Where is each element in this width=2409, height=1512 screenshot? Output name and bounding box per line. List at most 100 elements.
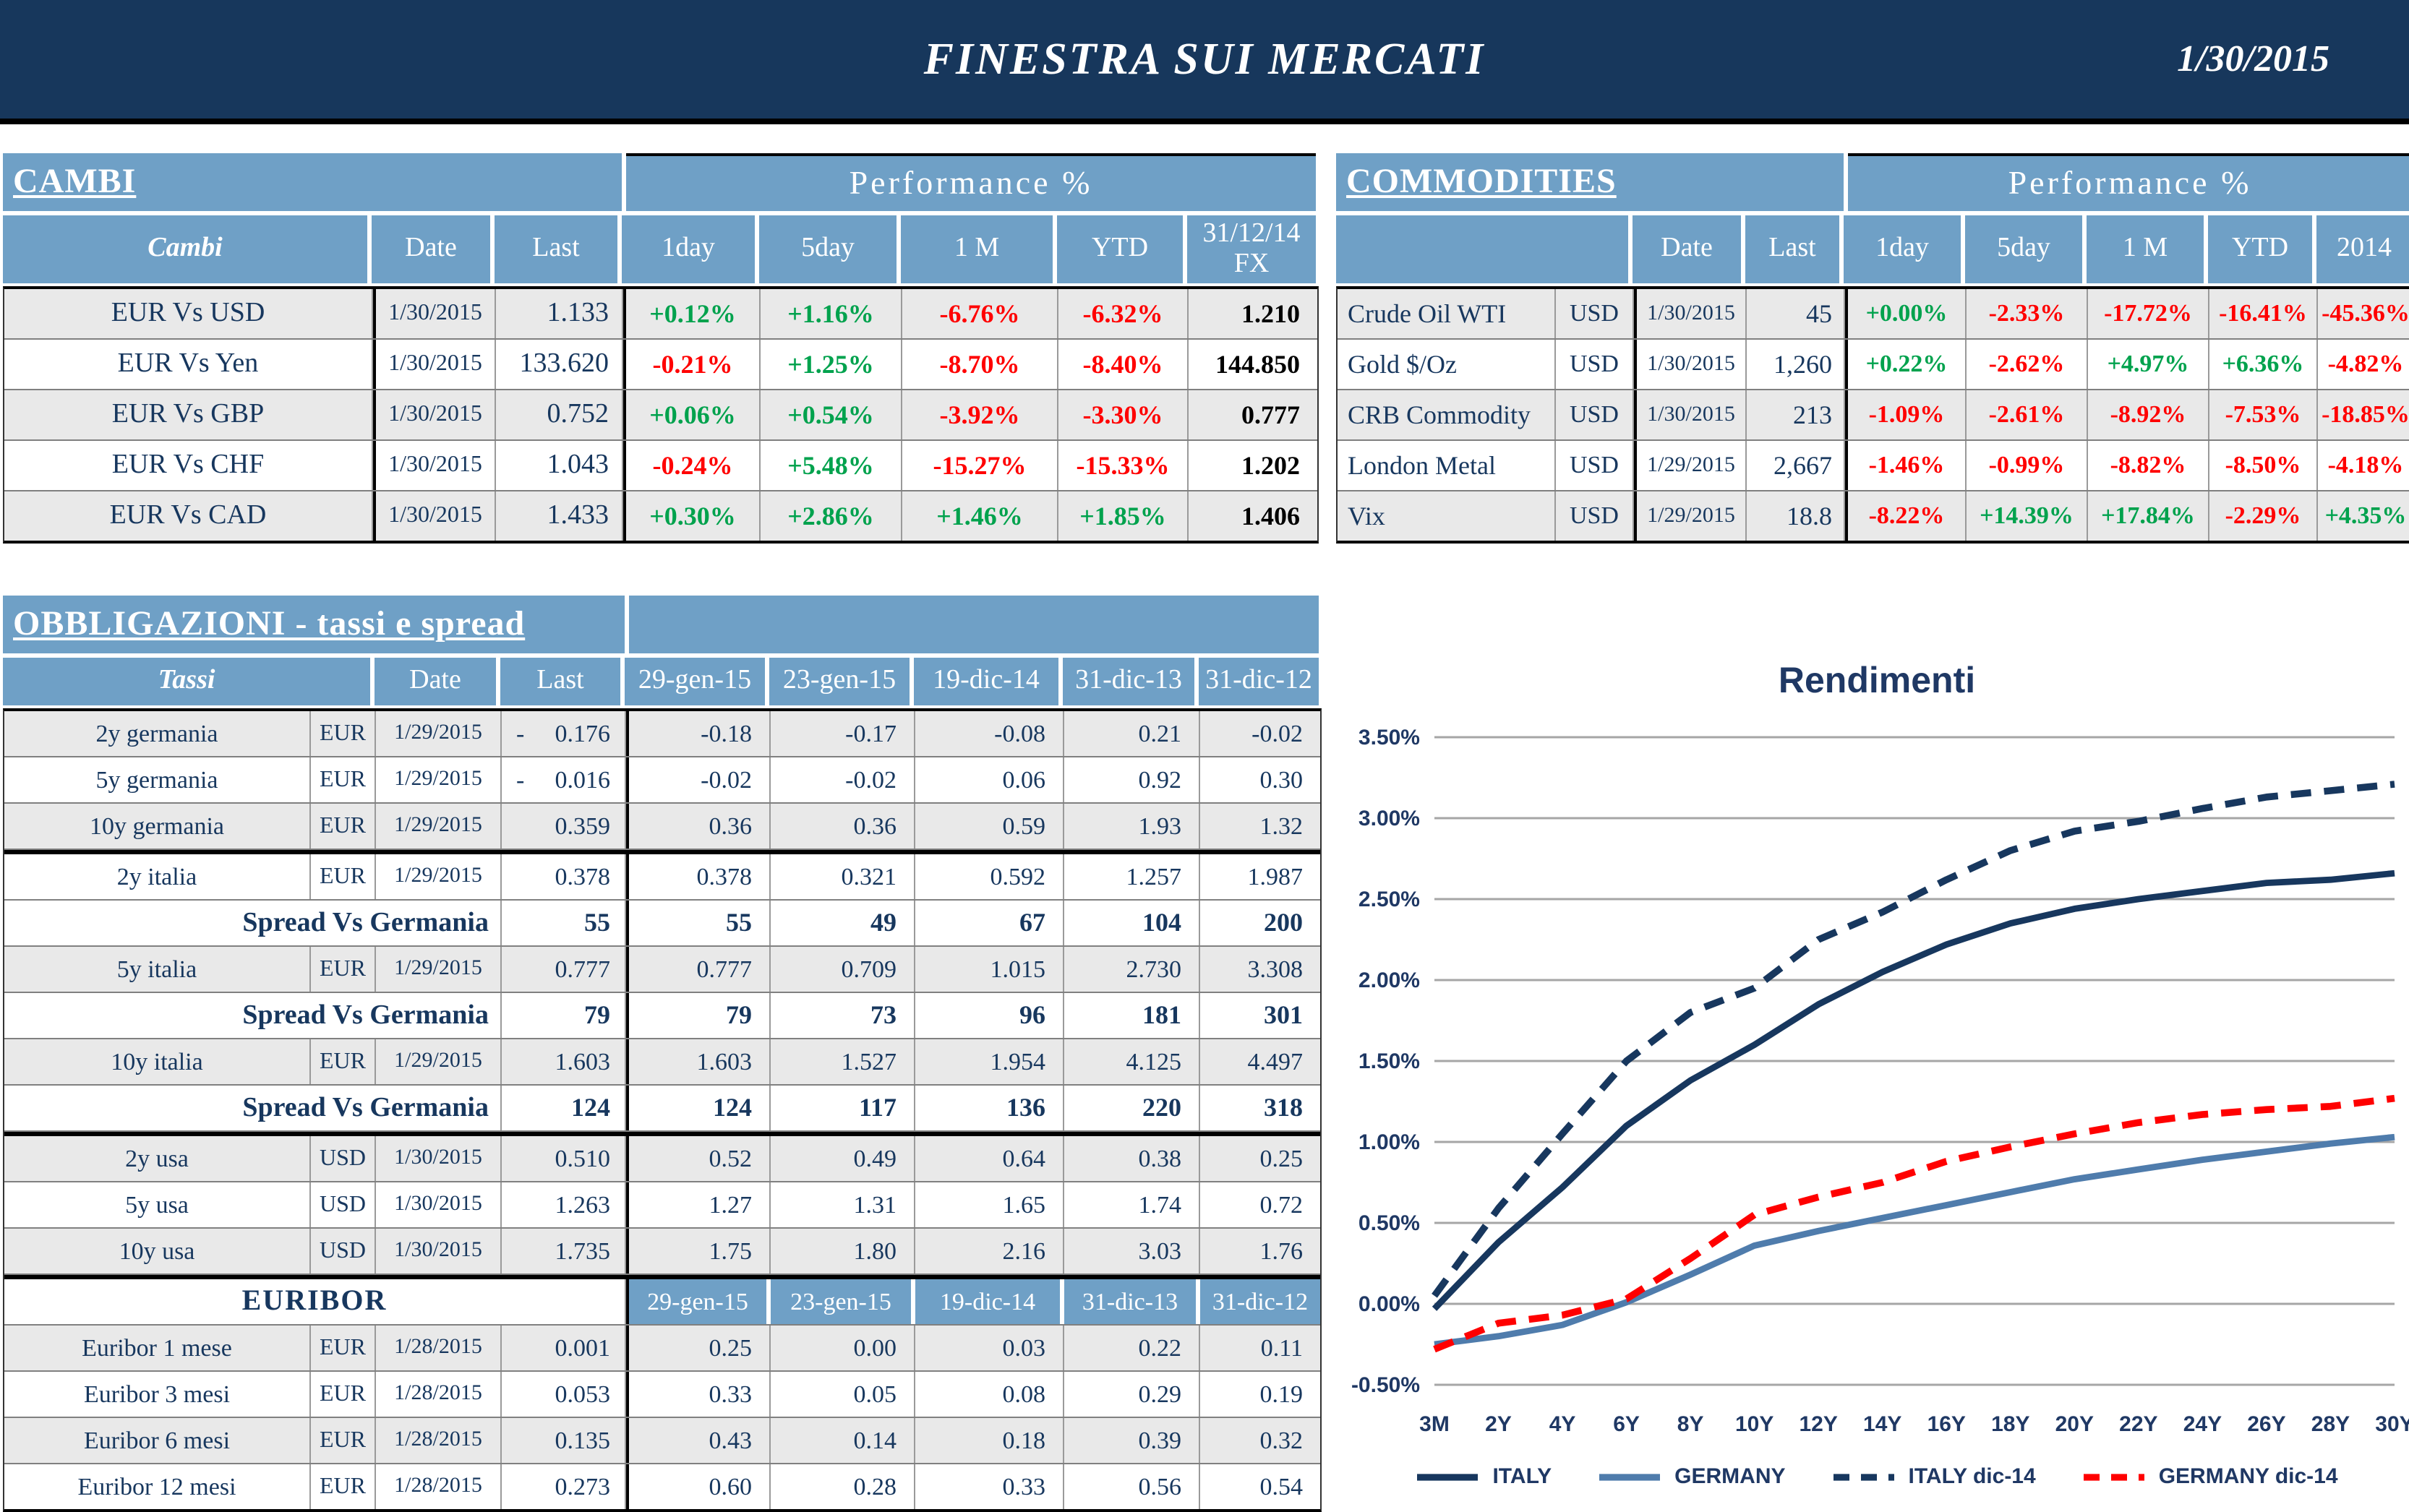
currency-cell: USD	[311, 1182, 376, 1227]
legend-label: ITALY	[1492, 1464, 1552, 1489]
value-cell: 2.16	[915, 1229, 1064, 1273]
fx-pair-name: EUR Vs CAD	[4, 491, 373, 541]
section-title: OBBLIGAZIONI - tassi e spread	[13, 605, 526, 643]
currency-cell: USD	[1556, 390, 1634, 439]
date-cell: 1/30/2015	[373, 289, 496, 338]
commodity-name: CRB Commodity	[1338, 390, 1556, 439]
date-cell: 1/30/2015	[373, 441, 496, 490]
last-value: 0.053	[555, 1380, 611, 1407]
currency-cell: USD	[311, 1229, 376, 1273]
instrument-name: 5y germania	[4, 757, 311, 802]
column-header: 31-dic-13	[1064, 1279, 1200, 1324]
value-cell: 1.80	[771, 1229, 915, 1273]
column-header: YTD	[2208, 215, 2316, 283]
value-cell: 0.92	[1064, 757, 1200, 802]
last-value: 0.777	[555, 955, 611, 982]
performance-cell: +4.97%	[2088, 340, 2209, 389]
last-value-cell: 0.053	[502, 1372, 626, 1417]
value-cell: 0.00	[771, 1326, 915, 1370]
table-row: 5y usa USD 1/30/2015 1.263 1.27 1.31 1.65 1.74 0…	[4, 1182, 1320, 1229]
column-header: 23-gen-15	[771, 1279, 915, 1324]
value-cell: 0.39	[1064, 1418, 1200, 1463]
date-cell: 1/29/2015	[376, 1039, 502, 1084]
performance-cell: -4.18%	[2327, 451, 2404, 478]
performance-cell: +5.48%	[761, 441, 902, 490]
yield-chart: Rendimenti 3.50% 3.00% 2.50% 2.00% 1.50% 1.00…	[1339, 650, 2409, 1489]
value-cell: 0.52	[626, 1136, 771, 1181]
value-cell: 0.59	[915, 804, 1064, 849]
legend-line-sample	[1833, 1473, 1894, 1480]
column-header: 1 M	[2087, 215, 2208, 283]
y-axis-tick-label: 1.00%	[1358, 1130, 1420, 1154]
value-cell: 0.72	[1259, 1190, 1304, 1218]
table-row: 5y germania EUR 1/29/2015-0.016 -0.02 -0.02 0…	[4, 757, 1320, 804]
fx-reference-cell: 1.210	[1241, 298, 1300, 327]
currency-cell: USD	[1556, 491, 1634, 541]
value-cell: 0.22	[1064, 1326, 1200, 1370]
table-row: 5y italia EUR 1/29/2015 0.777 0.777 0.709 1.01…	[4, 947, 1320, 993]
spread-value-cell: 55	[626, 901, 771, 945]
x-axis-tick-label: 6Y	[1613, 1412, 1640, 1436]
currency-cell: EUR	[311, 1372, 376, 1417]
value-cell: 1.987	[1247, 862, 1304, 890]
spread-value-cell: 104	[1064, 901, 1200, 945]
y-axis-tick-label: 3.50%	[1358, 726, 1420, 749]
performance-cell: -4.82%	[2327, 350, 2404, 377]
last-value-cell: 0.378	[502, 854, 626, 899]
legend-label: GERMANY	[1674, 1464, 1786, 1489]
instrument-name: 2y italia	[4, 854, 311, 899]
last-value: 0.135	[555, 1426, 611, 1453]
section-title: COMMODITIES	[1346, 163, 1617, 200]
last-value-cell: 0.359	[502, 804, 626, 849]
legend-item-germany: GERMANY	[1598, 1464, 1786, 1489]
euribor-section-title: EURIBOR	[4, 1279, 626, 1324]
date-cell: 1/30/2015	[376, 1182, 502, 1227]
spread-value-cell: 73	[771, 993, 915, 1038]
performance-cell: +0.30%	[623, 491, 761, 541]
date-cell: 1/29/2015	[376, 711, 502, 756]
fx-reference-cell: 1.406	[1241, 501, 1300, 530]
performance-cell: -8.92%	[2088, 390, 2209, 439]
series-line-germany	[1434, 1133, 2395, 1348]
currency-cell: EUR	[311, 1464, 376, 1509]
performance-cell: +2.86%	[761, 491, 902, 541]
table-row: EUR Vs USD 1/30/2015 1.133 +0.12% +1.16% -6.7…	[4, 289, 1317, 340]
column-header: 23-gen-15	[769, 658, 914, 705]
performance-cell: -8.70%	[902, 340, 1058, 389]
spread-value-cell: 136	[915, 1086, 1064, 1130]
value-cell: 0.25	[626, 1326, 771, 1370]
spread-last-cell: 79	[502, 993, 626, 1038]
value-cell: 4.497	[1247, 1047, 1304, 1075]
column-header: 29-gen-15	[626, 1279, 771, 1324]
commodities-performance-header: Performance %	[1848, 153, 2409, 211]
performance-cell: -0.21%	[623, 340, 761, 389]
report-header-bar: FINESTRA SUI MERCATI 1/30/2015	[0, 0, 2409, 124]
bottom-row: OBBLIGAZIONI - tassi e spread Tassi Date…	[3, 596, 2409, 1512]
commodities-column-headers: Date Last 1day 5day 1 M YTD 2014	[1336, 215, 2409, 283]
last-value-cell: 0.510	[502, 1136, 626, 1181]
spread-value-cell: 200	[1264, 908, 1303, 937]
last-value-cell: 1.133	[496, 289, 623, 338]
x-axis-tick-label: 26Y	[2247, 1412, 2285, 1436]
column-header: 31-dic-13	[1063, 658, 1199, 705]
yield-curve-plot: 3.50% 3.00% 2.50% 2.00% 1.50% 1.00% 0.50% 0.00%…	[1351, 726, 2409, 1436]
last-value-cell: 0.273	[502, 1464, 626, 1509]
value-cell: -0.08	[915, 711, 1064, 756]
value-cell: 0.19	[1259, 1380, 1304, 1407]
currency-cell: USD	[311, 1136, 376, 1181]
table-row: Vix USD 1/29/2015 18.8 -8.22% +14.39% +17.84% -…	[1338, 491, 2409, 541]
y-axis-tick-label: 0.50%	[1358, 1211, 1420, 1235]
spread-value-cell: 49	[771, 901, 915, 945]
cambi-title-band: CAMBI Performance %	[3, 153, 1319, 211]
spread-label: Spread Vs Germania	[4, 901, 502, 945]
last-value-cell: 0.752	[496, 390, 623, 439]
last-value: 0.176	[555, 719, 611, 747]
last-value-cell: 18.8	[1747, 491, 1845, 541]
performance-cell: +14.39%	[1967, 491, 2088, 541]
value-cell: 1.65	[915, 1182, 1064, 1227]
minus-sign: -	[516, 765, 525, 793]
date-cell: 1/29/2015	[1634, 491, 1747, 541]
value-cell: 0.21	[1064, 711, 1200, 756]
table-row: Spread Vs Germania 55 55 49 67 104 200	[4, 901, 1320, 947]
